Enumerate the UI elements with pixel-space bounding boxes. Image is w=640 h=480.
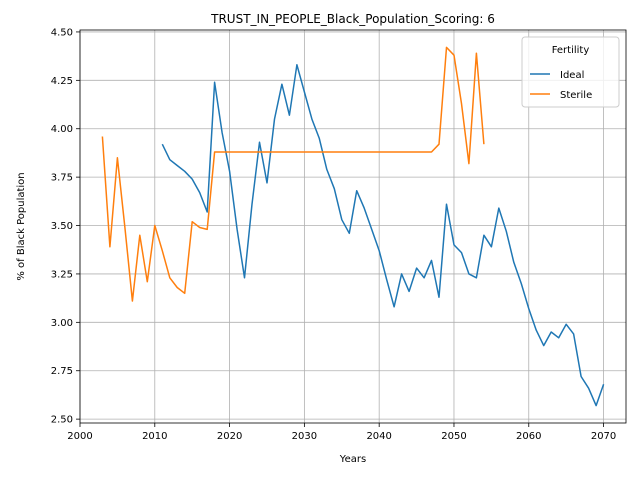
y-axis-label: % of Black Population xyxy=(16,172,27,280)
x-tick-label: 2000 xyxy=(67,431,92,442)
x-tick-label: 2040 xyxy=(366,431,391,442)
x-axis: 2000 2010 2020 2030 2040 2050 2060 2070 xyxy=(67,423,616,442)
x-tick-label: 2020 xyxy=(217,431,242,442)
y-tick-label: 4.00 xyxy=(51,124,73,135)
legend: Fertility Ideal Sterile xyxy=(521,36,620,108)
legend-label-ideal: Ideal xyxy=(560,70,584,81)
y-tick-label: 3.25 xyxy=(51,269,73,280)
y-tick-label: 3.50 xyxy=(51,221,73,232)
x-tick-label: 2010 xyxy=(142,431,167,442)
y-axis: 2.50 2.75 3.00 3.25 3.50 3.75 4.00 4.25 4.50 xyxy=(51,27,80,426)
y-tick-label: 4.25 xyxy=(51,76,73,87)
legend-label-sterile: Sterile xyxy=(560,90,592,101)
plot-frame xyxy=(79,29,627,424)
x-tick-label: 2030 xyxy=(292,431,317,442)
chart-title: TRUST_IN_PEOPLE_Black_Population_Scoring… xyxy=(210,12,495,26)
x-tick-label: 2060 xyxy=(516,431,541,442)
y-tick-label: 2.75 xyxy=(51,366,73,377)
series-line-ideal xyxy=(161,64,605,407)
legend-box xyxy=(521,36,620,108)
x-tick-label: 2050 xyxy=(441,431,466,442)
y-tick-label: 2.50 xyxy=(51,415,73,426)
y-tick-label: 3.00 xyxy=(51,318,73,329)
series-line-sterile xyxy=(101,46,485,302)
y-tick-label: 4.50 xyxy=(51,27,73,38)
y-tick-label: 3.75 xyxy=(51,173,73,184)
x-tick-label: 2070 xyxy=(591,431,616,442)
series-layer xyxy=(101,46,605,407)
x-axis-label: Years xyxy=(339,454,366,465)
legend-title: Fertility xyxy=(552,45,590,56)
